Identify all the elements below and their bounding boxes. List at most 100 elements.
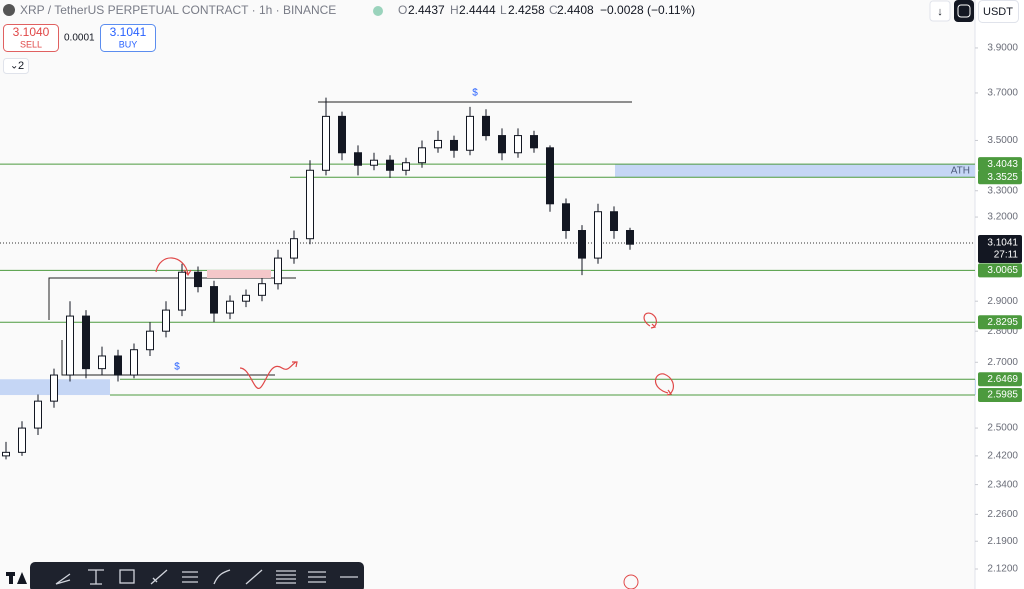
tool[interactable] <box>213 569 231 585</box>
candle-body <box>18 427 26 453</box>
buy-box[interactable] <box>100 24 156 52</box>
buy-price[interactable]: 3.1041 <box>110 25 147 39</box>
arrows <box>155 257 674 396</box>
indicator-count[interactable]: 2 <box>18 60 24 72</box>
c-label: C <box>549 3 558 17</box>
tool[interactable] <box>88 569 104 585</box>
candle-body <box>338 115 346 154</box>
candle-body <box>466 115 474 151</box>
countdown: 27:11 <box>994 250 1019 261</box>
symbol: XRP / TetherUS PERPETUAL CONTRACT · 1h ·… <box>20 3 336 17</box>
candle-body <box>306 169 314 240</box>
l-label: L <box>500 3 507 17</box>
download-icon[interactable]: ↓ <box>937 6 943 18</box>
arrow <box>654 373 674 396</box>
candle-body <box>530 135 538 149</box>
buy-label[interactable]: BUY <box>119 39 138 49</box>
annotation: $ <box>472 88 478 99</box>
current-price: 3.1041 <box>987 238 1018 249</box>
tool[interactable] <box>276 570 296 584</box>
candle-body <box>34 400 42 429</box>
arrow <box>643 312 657 329</box>
price-zone <box>615 164 975 178</box>
candle-body <box>322 115 330 171</box>
level-tag <box>978 372 1022 387</box>
y-tick-label: 3.3000 <box>987 185 1018 196</box>
y-tick-label: 3.2000 <box>987 212 1018 223</box>
y-tick-label: 3.7000 <box>987 88 1018 99</box>
tool[interactable] <box>308 571 326 583</box>
sell-box[interactable] <box>3 24 59 52</box>
chevron[interactable]: ⌄ <box>10 61 18 72</box>
tool[interactable] <box>119 569 135 584</box>
y-tick-label: 2.9000 <box>987 296 1018 307</box>
indicators-toggle[interactable] <box>3 58 29 74</box>
low: 2.4258 <box>508 3 545 17</box>
level-tag <box>978 157 1022 172</box>
zone-label: ATH <box>951 165 970 176</box>
y-tick-label: 2.3400 <box>987 479 1018 490</box>
candle-body <box>274 257 282 285</box>
candle-body <box>114 355 122 376</box>
settings-icon[interactable] <box>957 4 971 18</box>
o-label: O <box>398 3 407 17</box>
y-tick-label: 3.5000 <box>987 135 1018 146</box>
candle-body <box>258 283 266 296</box>
currency-button[interactable] <box>978 0 1019 23</box>
candle-body <box>434 139 442 149</box>
candle-body <box>482 115 490 137</box>
download-button[interactable] <box>929 0 951 22</box>
candle-body <box>418 147 426 164</box>
candle-body <box>194 271 202 288</box>
change: −0.0028 (−0.11%) <box>600 3 695 17</box>
level-tag <box>978 170 1022 185</box>
market-status <box>373 6 383 16</box>
tool[interactable] <box>150 569 168 585</box>
currency[interactable]: USDT <box>983 6 1013 18</box>
y-tick-label: 2.1200 <box>987 564 1018 575</box>
tool[interactable] <box>55 573 71 585</box>
high: 2.4444 <box>459 3 496 17</box>
candle-body <box>562 203 570 232</box>
settings-button[interactable] <box>954 0 974 22</box>
candle-body <box>498 135 506 154</box>
symbol-icon <box>3 4 15 16</box>
level-label: 2.5985 <box>987 390 1018 401</box>
candle-body <box>594 211 602 259</box>
toolbar-icons <box>55 569 358 585</box>
current-price-tag <box>978 235 1022 264</box>
drawing-toolbar <box>30 562 364 589</box>
arrow <box>239 361 298 389</box>
candle-body <box>178 271 186 311</box>
sell-price[interactable]: 3.1040 <box>13 25 50 39</box>
candle-body <box>162 309 170 332</box>
tv-logo <box>6 572 27 584</box>
level-label: 3.3525 <box>987 172 1018 183</box>
sell-label[interactable]: SELL <box>20 39 42 49</box>
y-tick-label: 3.9000 <box>987 43 1018 54</box>
candle-body <box>146 330 154 351</box>
candle-body <box>50 374 58 402</box>
h-label: H <box>450 3 459 17</box>
drawn-line <box>61 340 275 376</box>
candle-body <box>66 315 74 376</box>
close: 2.4408 <box>557 3 594 17</box>
level-label: 3.0065 <box>987 265 1018 276</box>
tool[interactable] <box>182 571 198 583</box>
y-tick-label: 2.1900 <box>987 536 1018 547</box>
buy-button[interactable]: 3.1041 BUY <box>100 24 156 52</box>
y-tick-label: 2.2600 <box>987 509 1018 520</box>
level-tag <box>978 315 1022 330</box>
candle-body <box>290 238 298 259</box>
candle-body <box>2 451 10 457</box>
logo-part <box>17 572 27 584</box>
alert-icon[interactable] <box>623 574 639 589</box>
candle-body <box>210 286 218 314</box>
candle-body <box>242 294 250 302</box>
tool[interactable] <box>245 569 263 585</box>
candle-body <box>610 211 618 232</box>
candle-body <box>98 355 106 370</box>
sell-button[interactable]: 3.1040 SELL <box>3 24 59 52</box>
candle-body <box>130 349 138 376</box>
